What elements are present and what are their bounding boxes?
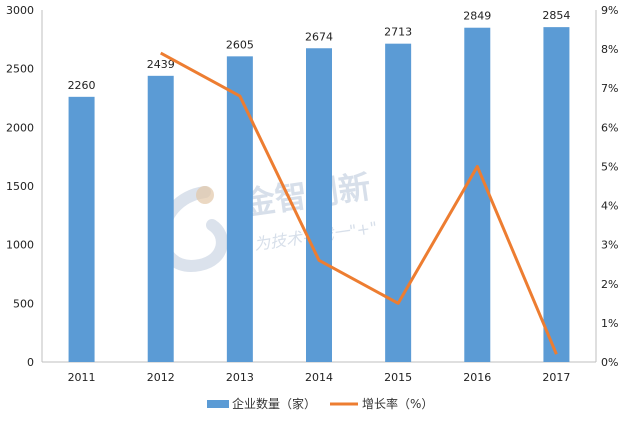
x-axis-ticks: 2011 2012 2013 2014 2015 2016 2017: [68, 371, 571, 384]
left-tick-label: 2000: [6, 121, 34, 134]
left-tick-label: 0: [27, 356, 34, 369]
legend-line-label: 增长率（%）: [362, 396, 433, 411]
bar-2011: [68, 96, 95, 363]
right-tick-label: 8%: [601, 43, 618, 56]
growth-rate-line: [159, 51, 558, 355]
bars: [68, 27, 570, 363]
watermark-logo: [157, 186, 228, 272]
x-tick-label: 2017: [542, 371, 570, 384]
x-tick-label: 2013: [226, 371, 254, 384]
right-tick-label: 2%: [601, 278, 618, 291]
legend-bar-swatch: [207, 400, 229, 408]
right-tick-label: 4%: [601, 200, 618, 213]
bar-2013: [226, 56, 253, 362]
x-tick-label: 2012: [147, 371, 175, 384]
bar-2015: [385, 43, 412, 362]
legend-bar-label: 企业数量（家）: [232, 396, 316, 411]
legend: 企业数量（家） 增长率（%）: [207, 396, 433, 411]
bar-2016: [464, 27, 491, 362]
right-tick-label: 7%: [601, 82, 618, 95]
right-tick-label: 5%: [601, 160, 618, 173]
right-tick-label: 9%: [601, 4, 618, 17]
bar-data-label: 2674: [305, 30, 333, 43]
x-tick-label: 2014: [305, 371, 333, 384]
bar-data-label: 2439: [147, 58, 175, 71]
right-tick-label: 1%: [601, 317, 618, 330]
bar-2014: [306, 48, 332, 362]
growth-line-layer: [159, 51, 558, 355]
left-tick-label: 500: [13, 297, 34, 310]
right-axis-ticks: 0% 1% 2% 3% 4% 5% 6% 7% 8% 9%: [601, 4, 618, 369]
left-tick-label: 2500: [6, 63, 34, 76]
bar-data-label: 2854: [542, 9, 570, 22]
bar-data-label: 2849: [463, 10, 491, 23]
bar-2017: [543, 27, 570, 362]
watermark: 金智创新 为技术寻找一"+": [157, 167, 378, 272]
right-tick-label: 0%: [601, 356, 618, 369]
left-tick-label: 1500: [6, 180, 34, 193]
bar-data-label: 2713: [384, 26, 412, 39]
left-axis-ticks: 0 500 1000 1500 2000 2500 3000: [6, 4, 34, 369]
bar-data-label: 2605: [226, 38, 254, 51]
left-tick-label: 3000: [6, 4, 34, 17]
x-tick-label: 2015: [384, 371, 412, 384]
left-tick-label: 1000: [6, 239, 34, 252]
x-tick-label: 2016: [463, 371, 491, 384]
bar-data-label: 2260: [68, 79, 96, 92]
right-tick-label: 6%: [601, 121, 618, 134]
bar-data-labels: 2260 2439 2605 2674 2713 2849 2854: [68, 9, 571, 92]
right-tick-label: 3%: [601, 239, 618, 252]
bar-2012: [147, 75, 174, 362]
x-tick-label: 2011: [68, 371, 96, 384]
